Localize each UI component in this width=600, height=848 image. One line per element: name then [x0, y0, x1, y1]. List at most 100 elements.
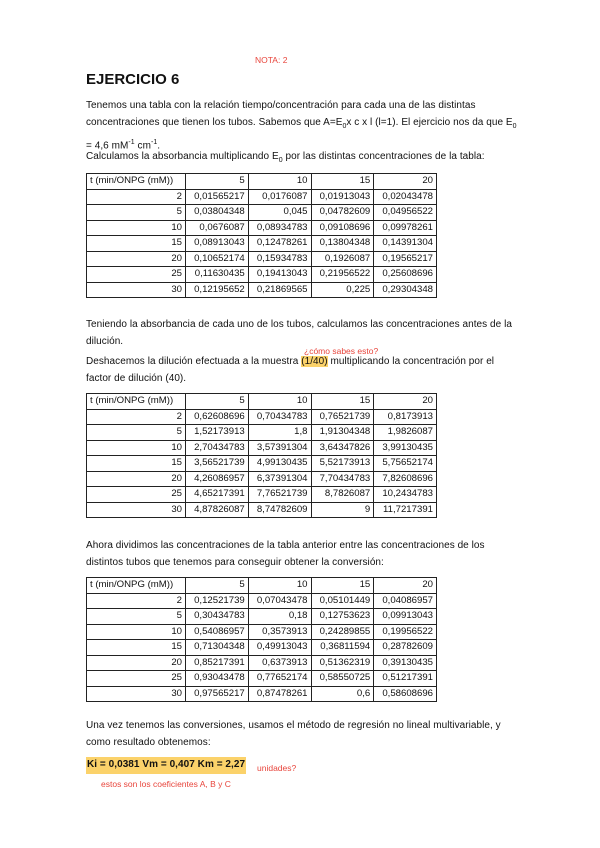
intro-line: Tenemos una tabla con la relación tiempo… — [86, 100, 476, 111]
table-cell: 2 — [86, 592, 186, 609]
table-cell: 30 — [86, 281, 186, 298]
table-cell: 0,49913043 — [247, 639, 312, 656]
regression-result: Ki = 0,0381 Vm = 0,407 Km = 2,27 — [86, 757, 247, 774]
table-row: 5 1,52173913 1,8 1,91304348 1,9826087 — [86, 424, 437, 441]
table-cell: 2 — [86, 188, 186, 205]
table-row: 25 0,93043478 0,77652174 0,58550725 0,512173… — [86, 670, 437, 687]
table-cell: 0,225 — [310, 281, 375, 298]
table-cell: 0,76521739 — [310, 408, 375, 425]
table-cell: 10 — [247, 393, 312, 410]
table-cell: 0,93043478 — [185, 670, 249, 687]
table-row: 10 2,70434783 3,57391304 3,64347826 3,991304… — [86, 439, 437, 456]
table-cell: 0,54086957 — [185, 623, 249, 640]
table-row: 20 4,26086957 6,37391304 7,70434783 7,826086… — [86, 470, 437, 487]
table-cell: 7,82608696 — [373, 470, 437, 487]
table-cell: 11,7217391 — [373, 501, 437, 518]
table-cell: 0,05101449 — [310, 592, 375, 609]
table-row: 5 0,30434783 0,18 0,12753623 0,09913043 — [86, 608, 437, 625]
table-cell: 20 — [86, 250, 186, 267]
table-row: 15 0,08913043 0,12478261 0,13804348 0,143913… — [86, 235, 437, 252]
table-row: 10 0,0676087 0,08934783 0,09108696 0,0997826… — [86, 219, 437, 236]
table-cell: 0,04086957 — [373, 592, 437, 609]
table-cell: 10,2434783 — [373, 486, 437, 503]
table-cell: 4,65217391 — [185, 486, 249, 503]
table-cell: 0,02043478 — [373, 188, 437, 205]
table-cell: 0,10652174 — [185, 250, 249, 267]
table-cell: t (min/ONPG (mM)) — [86, 577, 186, 594]
table-cell: 15 — [86, 639, 186, 656]
table-row: 25 4,65217391 7,76521739 8,7826087 10,243478… — [86, 486, 437, 503]
table-cell: 5,75652174 — [373, 455, 437, 472]
table-cell: 0,01565217 — [185, 188, 249, 205]
table-cell: 20 — [373, 173, 437, 190]
highlighted-dilution: (1/40) — [301, 356, 328, 367]
table-cell: 5 — [86, 608, 186, 625]
table-cell: 4,87826087 — [185, 501, 249, 518]
table-cell: 0,58550725 — [310, 670, 375, 687]
table-cell: 3,64347826 — [310, 439, 375, 456]
table-cell: 0,19956522 — [373, 623, 437, 640]
table-cell: 0,0176087 — [247, 188, 312, 205]
table-cell: 15 — [86, 235, 186, 252]
table-cell: 20 — [86, 470, 186, 487]
table-header-row: t (min/ONPG (mM)) 5 10 15 20 — [86, 577, 437, 594]
table-cell: 0,24289855 — [310, 623, 375, 640]
table-cell: 25 — [86, 486, 186, 503]
table-cell: 0,87478261 — [247, 685, 312, 702]
table-row: 2 0,62608696 0,70434783 0,76521739 0,8173913 — [86, 408, 437, 425]
table-cell: 5 — [86, 424, 186, 441]
table-cell: 15 — [310, 173, 375, 190]
table-cell: 0,1926087 — [310, 250, 375, 267]
table-cell: 7,70434783 — [310, 470, 375, 487]
table-cell: 0,045 — [247, 204, 312, 221]
table-cell: 10 — [86, 439, 186, 456]
table-cell: 0,15934783 — [247, 250, 312, 267]
table-cell: 0,12478261 — [247, 235, 312, 252]
table-header-row: t (min/ONPG (mM)) 5 10 15 20 — [86, 173, 437, 190]
intro-paragraph: Tenemos una tabla con la relación tiempo… — [86, 98, 526, 155]
table-cell: 0,07043478 — [247, 592, 312, 609]
units-annotation: unidades? — [257, 763, 297, 773]
table-cell: 0,09978261 — [373, 219, 437, 236]
table-cell: 1,91304348 — [310, 424, 375, 441]
table-cell: 0,21869565 — [247, 281, 312, 298]
table-cell: 15 — [310, 393, 375, 410]
table-row: 20 0,10652174 0,15934783 0,1926087 0,1956521… — [86, 250, 437, 267]
table-cell: 0,25608696 — [373, 266, 437, 283]
table-row: 30 0,97565217 0,87478261 0,6 0,58608696 — [86, 685, 437, 702]
table-cell: 0,0676087 — [185, 219, 249, 236]
table-cell: 20 — [86, 654, 186, 671]
table-cell: 3,99130435 — [373, 439, 437, 456]
absorbance-table: t (min/ONPG (mM)) 5 10 15 20 2 0,01565217 0,017… — [86, 173, 437, 298]
coefficients-annotation: estos son los coeficientes A, B y C — [101, 779, 231, 789]
table-cell: 0,85217391 — [185, 654, 249, 671]
table-row: 2 0,12521739 0,07043478 0,05101449 0,0408695… — [86, 592, 437, 609]
table-cell: 0,39130435 — [373, 654, 437, 671]
intro-line: concentraciones que tienen los tubos. Sa… — [86, 116, 517, 130]
table-row: 25 0,11630435 0,19413043 0,21956522 0,256086… — [86, 266, 437, 283]
table-cell: 9 — [310, 501, 375, 518]
table-cell: 0,51217391 — [373, 670, 437, 687]
table-cell: 0,3573913 — [247, 623, 312, 640]
table-cell: t (min/ONPG (mM)) — [86, 173, 186, 190]
table-cell: 0,6373913 — [247, 654, 312, 671]
table-cell: 0,29304348 — [373, 281, 437, 298]
dilution-question-annotation: ¿cómo sabes esto? — [304, 346, 379, 356]
table-cell: 0,01913043 — [310, 188, 375, 205]
table-cell: 0,6 — [310, 685, 375, 702]
dilution-paragraph: Teniendo la absorbancia de cada uno de l… — [86, 319, 512, 347]
table-cell: 3,56521739 — [185, 455, 249, 472]
grade-annotation: NOTA: 2 — [255, 55, 288, 65]
table-header-row: t (min/ONPG (mM)) 5 10 15 20 — [86, 393, 437, 410]
table-row: 30 4,87826087 8,74782609 9 11,7217391 — [86, 501, 437, 518]
table-cell: 0,71304348 — [185, 639, 249, 656]
table-cell: 25 — [86, 670, 186, 687]
page-title: EJERCICIO 6 — [86, 71, 180, 88]
table-cell: 1,9826087 — [373, 424, 437, 441]
table-row: 5 0,03804348 0,045 0,04782609 0,04956522 — [86, 204, 437, 221]
table-cell: 0,51362319 — [310, 654, 375, 671]
table-cell: 10 — [86, 623, 186, 640]
table-cell: 7,76521739 — [247, 486, 312, 503]
table-cell: 0,12521739 — [185, 592, 249, 609]
dilution-factor-paragraph: Deshacemos la dilución efectuada a la mu… — [86, 356, 495, 384]
